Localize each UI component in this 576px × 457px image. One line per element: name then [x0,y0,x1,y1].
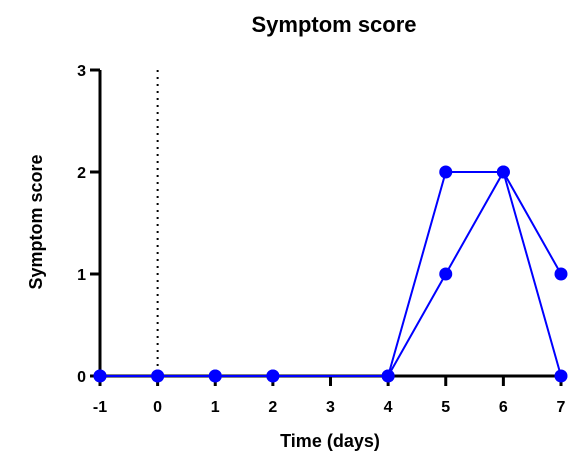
series-line-2 [100,169,562,377]
y-tick-label: 2 [77,165,86,182]
y-ticks: 0 1 2 3 [77,63,100,386]
x-tick-label: 2 [268,399,277,416]
x-ticks: -1 0 1 2 3 4 5 6 7 [93,376,566,416]
data-point [266,369,280,383]
data-point [554,369,568,383]
data-point [208,369,222,383]
x-tick-label: 4 [384,399,393,416]
data-point [381,369,395,383]
data-point [554,267,568,281]
x-tick-label: 5 [441,399,450,416]
series-line-1 [100,171,562,377]
y-tick-label: 0 [77,369,86,386]
x-tick-label: -1 [93,399,107,416]
data-point [439,267,453,281]
axes [98,70,561,378]
chart-title: Symptom score [251,12,416,37]
x-tick-label: 0 [153,399,162,416]
y-tick-label: 3 [77,63,86,80]
data-point [151,369,165,383]
y-tick-label: 1 [77,267,86,284]
x-tick-label: 6 [499,399,508,416]
x-axis-label: Time (days) [280,431,380,451]
data-point [93,369,107,383]
data-point [439,165,453,179]
x-tick-label: 3 [326,399,335,416]
data-point [496,165,510,179]
series-layer [93,165,568,383]
x-tick-label: 1 [211,399,220,416]
x-tick-label: 7 [557,399,566,416]
y-axis-label: Symptom score [26,154,46,289]
